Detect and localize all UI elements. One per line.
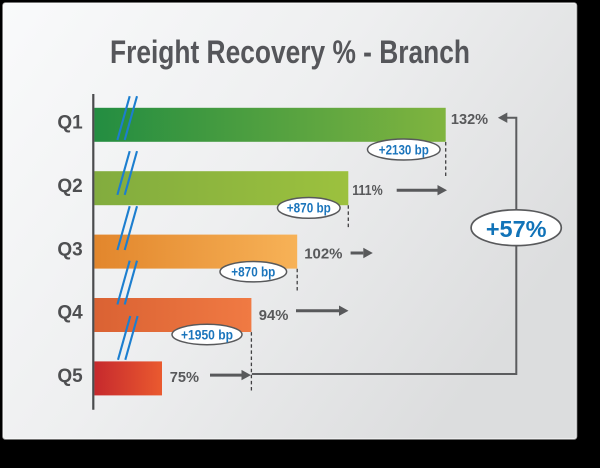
svg-text:132%: 132% (451, 111, 488, 128)
svg-text:Q2: Q2 (57, 176, 82, 197)
svg-text:Q1: Q1 (57, 113, 83, 134)
svg-text:+57%: +57% (486, 216, 547, 242)
svg-text:75%: 75% (170, 369, 199, 386)
svg-text:111%: 111% (352, 182, 383, 199)
svg-text:102%: 102% (304, 245, 342, 262)
svg-text:Q5: Q5 (57, 366, 83, 387)
svg-text:94%: 94% (259, 307, 289, 324)
svg-text:+870 bp: +870 bp (231, 265, 275, 280)
svg-text:Q4: Q4 (57, 303, 83, 324)
svg-text:+2130 bp: +2130 bp (379, 142, 429, 157)
svg-text:Q3: Q3 (57, 239, 82, 260)
svg-text:+870 bp: +870 bp (287, 201, 331, 216)
svg-text:+1950 bp: +1950 bp (181, 327, 233, 342)
svg-text:Freight Recovery % - Branch: Freight Recovery % - Branch (110, 34, 470, 70)
